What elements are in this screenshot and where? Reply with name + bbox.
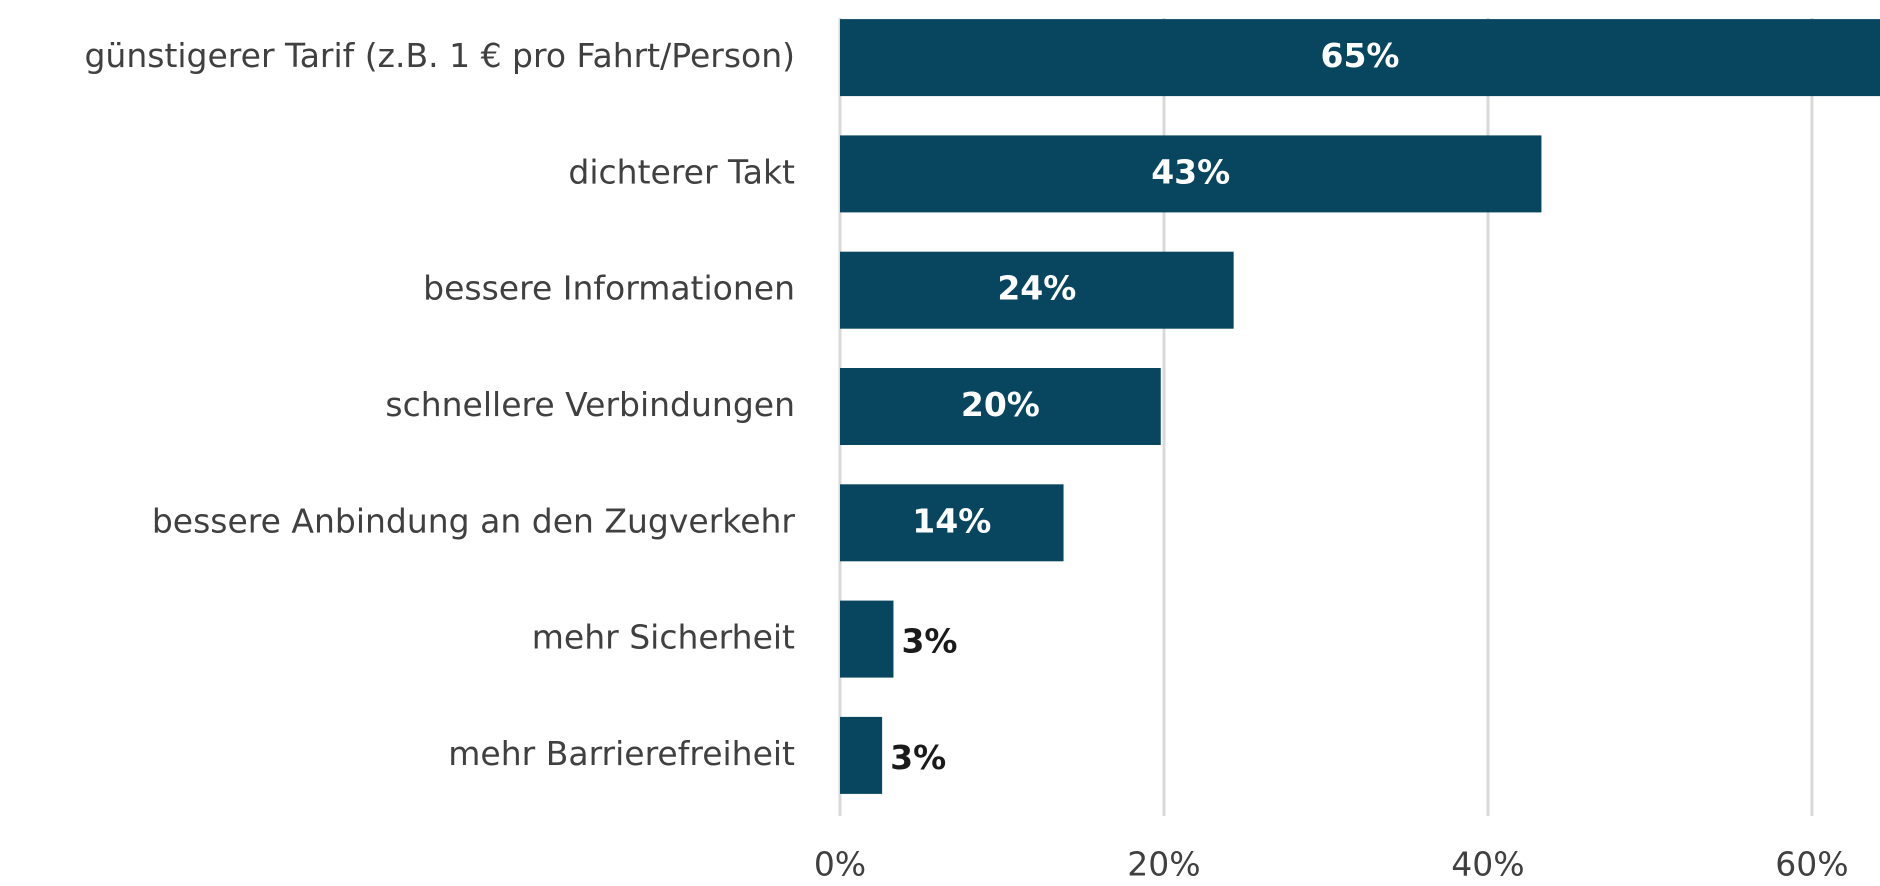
- bar: [840, 368, 1161, 445]
- data-label: 65%: [1321, 36, 1400, 75]
- data-label: 14%: [912, 501, 991, 540]
- data-label: 24%: [997, 269, 1076, 308]
- y-tick-label: mehr Sicherheit: [532, 618, 795, 657]
- bar: [840, 716, 883, 794]
- y-tick-label: dichterer Takt: [568, 152, 795, 191]
- x-tick-label: 60%: [1775, 845, 1848, 884]
- bar: [840, 19, 1880, 97]
- y-tick-label: bessere Informationen: [423, 269, 795, 308]
- x-tick-label: 0%: [814, 845, 866, 884]
- data-label: 3%: [901, 622, 957, 661]
- x-tick-label: 20%: [1127, 845, 1200, 884]
- bar: [840, 600, 894, 678]
- data-label: 20%: [961, 385, 1040, 424]
- data-label: 43%: [1151, 152, 1230, 191]
- x-tick-label: 40%: [1451, 845, 1524, 884]
- y-tick-label: mehr Barrierefreiheit: [448, 734, 795, 773]
- y-tick-label: bessere Anbindung an den Zugverkehr: [152, 501, 796, 540]
- y-tick-label: schnellere Verbindungen: [385, 385, 795, 424]
- bar: [840, 135, 1542, 213]
- data-label: 3%: [890, 738, 946, 777]
- y-tick-label: günstigerer Tarif (z.B. 1 € pro Fahrt/Pe…: [84, 36, 795, 75]
- bar: [840, 484, 1064, 562]
- bar: [840, 251, 1234, 329]
